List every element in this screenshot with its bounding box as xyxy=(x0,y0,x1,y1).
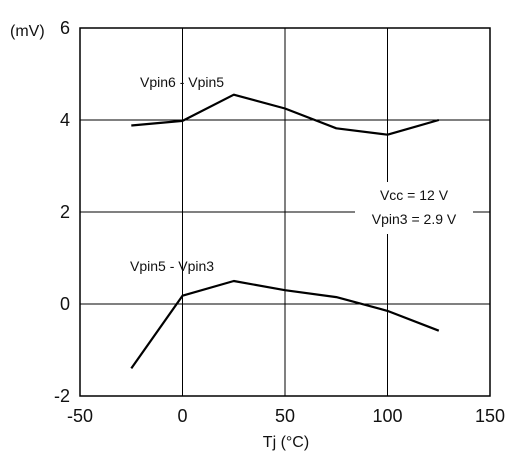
y-tick-label: 0 xyxy=(60,294,70,314)
x-tick-label: 150 xyxy=(475,406,505,426)
x-tick-label: 0 xyxy=(177,406,187,426)
y-tick-label: -2 xyxy=(54,386,70,406)
annotation-box xyxy=(355,182,473,234)
series-lines xyxy=(130,93,440,370)
series-label-1: Vpin6 - Vpin5 xyxy=(140,74,224,90)
annotation-vpin3: Vpin3 = 2.9 V xyxy=(372,211,457,227)
x-tick-label: 50 xyxy=(275,406,295,426)
x-tick-label: 100 xyxy=(372,406,402,426)
plot-frame xyxy=(79,27,491,397)
series-label-2: Vpin5 - Vpin3 xyxy=(130,258,214,274)
y-tick-label: 2 xyxy=(60,202,70,222)
x-axis-label: Tj (°C) xyxy=(263,434,309,451)
y-tick-label: 6 xyxy=(60,18,70,38)
annotation-vcc: Vcc = 12 V xyxy=(380,187,449,203)
y-axis-label: (mV) xyxy=(10,23,45,40)
series-line-1 xyxy=(131,93,440,136)
x-tick-label: -50 xyxy=(67,406,93,426)
series-line-2 xyxy=(130,279,440,370)
y-tick-label: 4 xyxy=(60,110,70,130)
tick-labels: -50 0 50 100 150 -2 0 2 4 6 xyxy=(54,18,505,426)
